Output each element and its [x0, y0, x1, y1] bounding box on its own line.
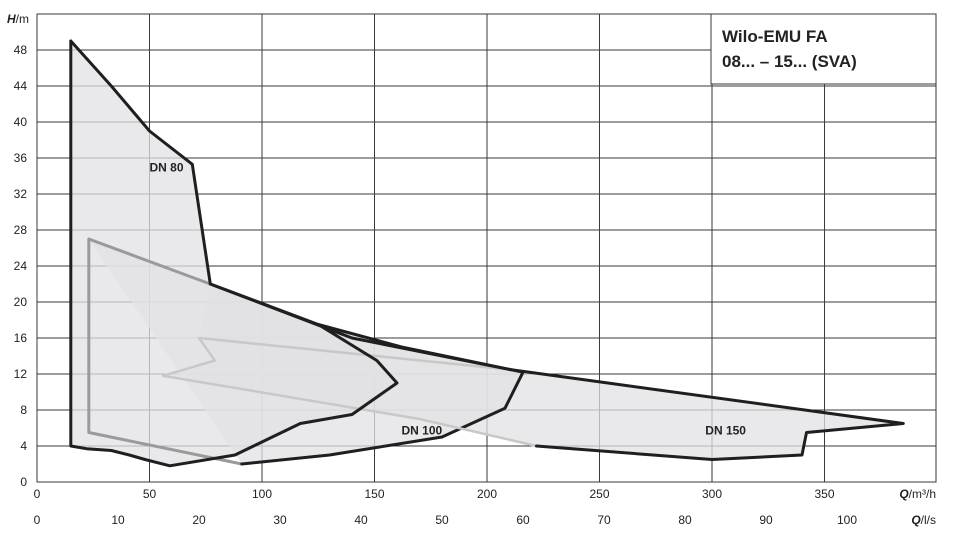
y-tick-label: 24 — [14, 259, 28, 273]
region-labels: DN 80 DN 100 DN 150 — [150, 161, 747, 438]
y-tick-label: 4 — [20, 439, 27, 453]
x2-tick-label: 90 — [759, 513, 773, 527]
y-tick-label: 12 — [14, 367, 28, 381]
x2-axis-symbol: Q — [911, 513, 921, 527]
outline-dn150-inner-low — [161, 374, 538, 448]
y-tick-label: 48 — [14, 43, 28, 57]
plot-frame — [36, 13, 937, 483]
x2-tick-label: 20 — [192, 513, 206, 527]
x-tick-label: 300 — [702, 487, 722, 501]
x-tick-label: 200 — [477, 487, 497, 501]
y-tick-label: 40 — [14, 115, 28, 129]
x2-tick-label: 70 — [597, 513, 611, 527]
y-tick-label: 28 — [14, 223, 28, 237]
chart-title-line-1: Wilo-EMU FA — [722, 27, 828, 46]
region-dn150 — [163, 284, 904, 460]
x2-tick-label: 50 — [435, 513, 449, 527]
x-tick-labels: 0 50 100 150 200 250 300 350 — [34, 487, 835, 501]
y-tick-label: 44 — [14, 79, 28, 93]
x2-axis-title: Q/l/s — [911, 513, 936, 527]
x2-tick-label: 60 — [516, 513, 530, 527]
label-dn100: DN 100 — [402, 423, 443, 437]
x-axis-symbol: Q — [899, 487, 909, 501]
label-dn80: DN 80 — [150, 161, 184, 175]
x2-tick-labels: 0 10 20 30 40 50 60 70 80 90 100 — [34, 513, 858, 527]
y-tick-label: 20 — [14, 295, 28, 309]
x2-tick-label: 30 — [273, 513, 287, 527]
outline-dn100-left — [87, 237, 244, 466]
y-tick-label: 32 — [14, 187, 28, 201]
x-axis-unit: /m³/h — [909, 487, 936, 501]
chart-title-line-2: 08... – 15... (SVA) — [722, 52, 857, 71]
x-tick-label: 150 — [364, 487, 384, 501]
x-axis-title: Q/m³/h — [899, 487, 936, 501]
x2-axis-unit: /l/s — [921, 513, 936, 527]
x2-tick-label: 0 — [34, 513, 41, 527]
regions — [70, 41, 904, 466]
x-tick-label: 50 — [143, 487, 157, 501]
y-axis-unit: /m — [16, 12, 29, 26]
region-outlines — [69, 39, 905, 468]
y-axis-title: H/m — [7, 12, 29, 26]
x2-tick-label: 80 — [678, 513, 692, 527]
y-axis-symbol: H — [7, 12, 16, 26]
x-tick-label: 350 — [814, 487, 834, 501]
y-tick-label: 0 — [20, 475, 27, 489]
x2-tick-label: 10 — [111, 513, 125, 527]
x-tick-label: 250 — [589, 487, 609, 501]
outline-dn150-inner — [161, 336, 511, 378]
label-dn150: DN 150 — [705, 423, 746, 437]
outline-dn150-outer — [508, 368, 905, 461]
x2-tick-label: 100 — [837, 513, 857, 527]
x2-tick-label: 40 — [354, 513, 368, 527]
x-tick-label: 100 — [252, 487, 272, 501]
y-tick-label: 36 — [14, 151, 28, 165]
y-tick-label: 8 — [20, 403, 27, 417]
title-box — [710, 13, 937, 85]
x-tick-label: 0 — [34, 487, 41, 501]
outline-dn80 — [69, 39, 399, 468]
plot-border — [36, 13, 937, 483]
y-tick-label: 16 — [14, 331, 28, 345]
